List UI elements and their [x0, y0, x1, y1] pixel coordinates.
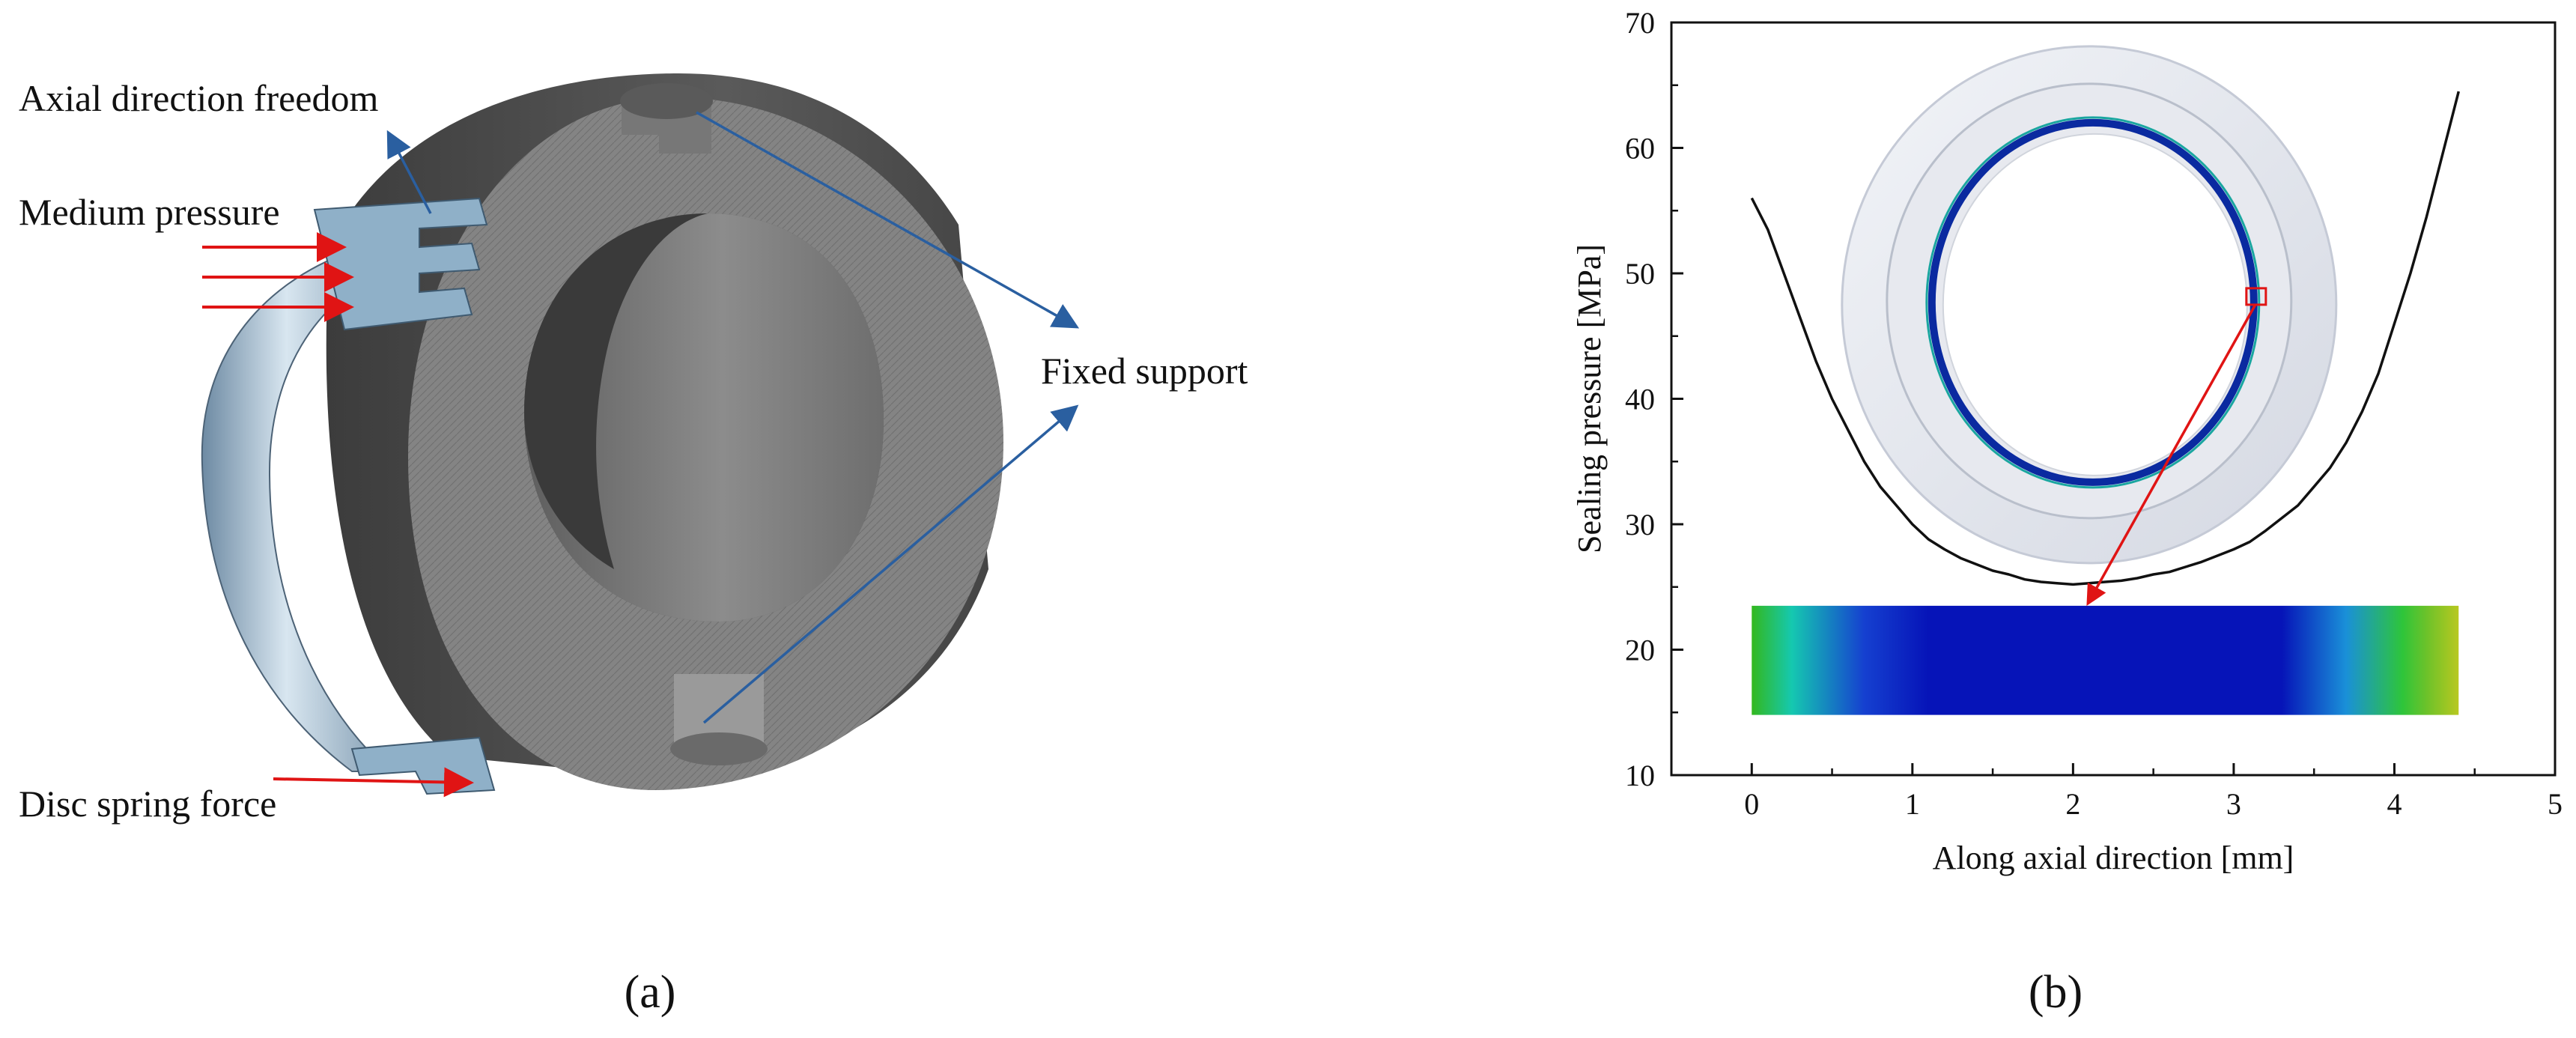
ticks-layer: 0 1 2 3 4 5 10 20 30 40 50 60 70 — [1625, 6, 2563, 821]
y-tick-label: 10 — [1625, 759, 1655, 792]
y-tick-label: 40 — [1625, 383, 1655, 416]
x-tick-label: 2 — [2065, 787, 2080, 821]
disc-spring-arrow — [273, 767, 474, 798]
y-tick-label: 60 — [1625, 132, 1655, 166]
series-layer — [1750, 91, 2460, 586]
annotation-layer — [2086, 304, 2257, 606]
axial-freedom-arrow — [386, 130, 432, 214]
contact-pressure-strip — [1752, 605, 2459, 715]
y-tick-label: 50 — [1625, 257, 1655, 291]
label-disc-spring-force: Disc spring force — [19, 783, 276, 825]
fixed-support-arrow-top — [696, 111, 1080, 329]
x-tick-label: 1 — [1905, 787, 1920, 821]
y-tick-label: 30 — [1625, 508, 1655, 541]
sealing-pressure-line — [1750, 91, 2460, 586]
seal-section-bottom — [350, 736, 496, 795]
panel-a-schematic: Axial direction freedom Medium pressure … — [19, 73, 1248, 1018]
bottom-notch-hole — [670, 732, 768, 765]
ring-contact-band-edge — [1925, 116, 2261, 489]
top-notch-hole — [620, 83, 713, 119]
fixed-support-arrow-bottom — [702, 404, 1079, 724]
y-tick-label: 20 — [1625, 634, 1655, 667]
x-tick-label: 5 — [2548, 787, 2563, 821]
label-medium-pressure: Medium pressure — [19, 191, 280, 233]
zoom-pointer-arrow — [2086, 304, 2257, 606]
x-tick-label: 0 — [1744, 787, 1759, 821]
ring-inset — [1841, 45, 2338, 565]
bore-shadow — [524, 213, 708, 569]
panel-a-caption: (a) — [625, 967, 676, 1018]
x-axis-label: Along axial direction [mm] — [1933, 840, 2294, 876]
panel-b-chart: 0 1 2 3 4 5 10 20 30 40 50 60 70 Along axial directi… — [1571, 6, 2563, 1018]
housing-front-face — [408, 97, 1003, 791]
ring-contact-band — [1928, 118, 2258, 486]
ring-highlight-box — [2245, 287, 2267, 306]
x-tick-label: 4 — [2387, 787, 2402, 821]
seal-section-top — [313, 197, 488, 331]
label-fixed-support: Fixed support — [1041, 350, 1248, 392]
panel-b-caption: (b) — [2029, 967, 2083, 1018]
y-tick-label: 70 — [1625, 6, 1655, 40]
ring-bore — [1942, 133, 2248, 476]
seal-ring-body — [201, 249, 392, 772]
label-axial-direction-freedom: Axial direction freedom — [19, 77, 378, 119]
x-tick-label: 3 — [2226, 787, 2241, 821]
heat-strip-layer — [1752, 605, 2459, 715]
y-axis-label: Sealing pressure [MPa] — [1571, 244, 1608, 553]
